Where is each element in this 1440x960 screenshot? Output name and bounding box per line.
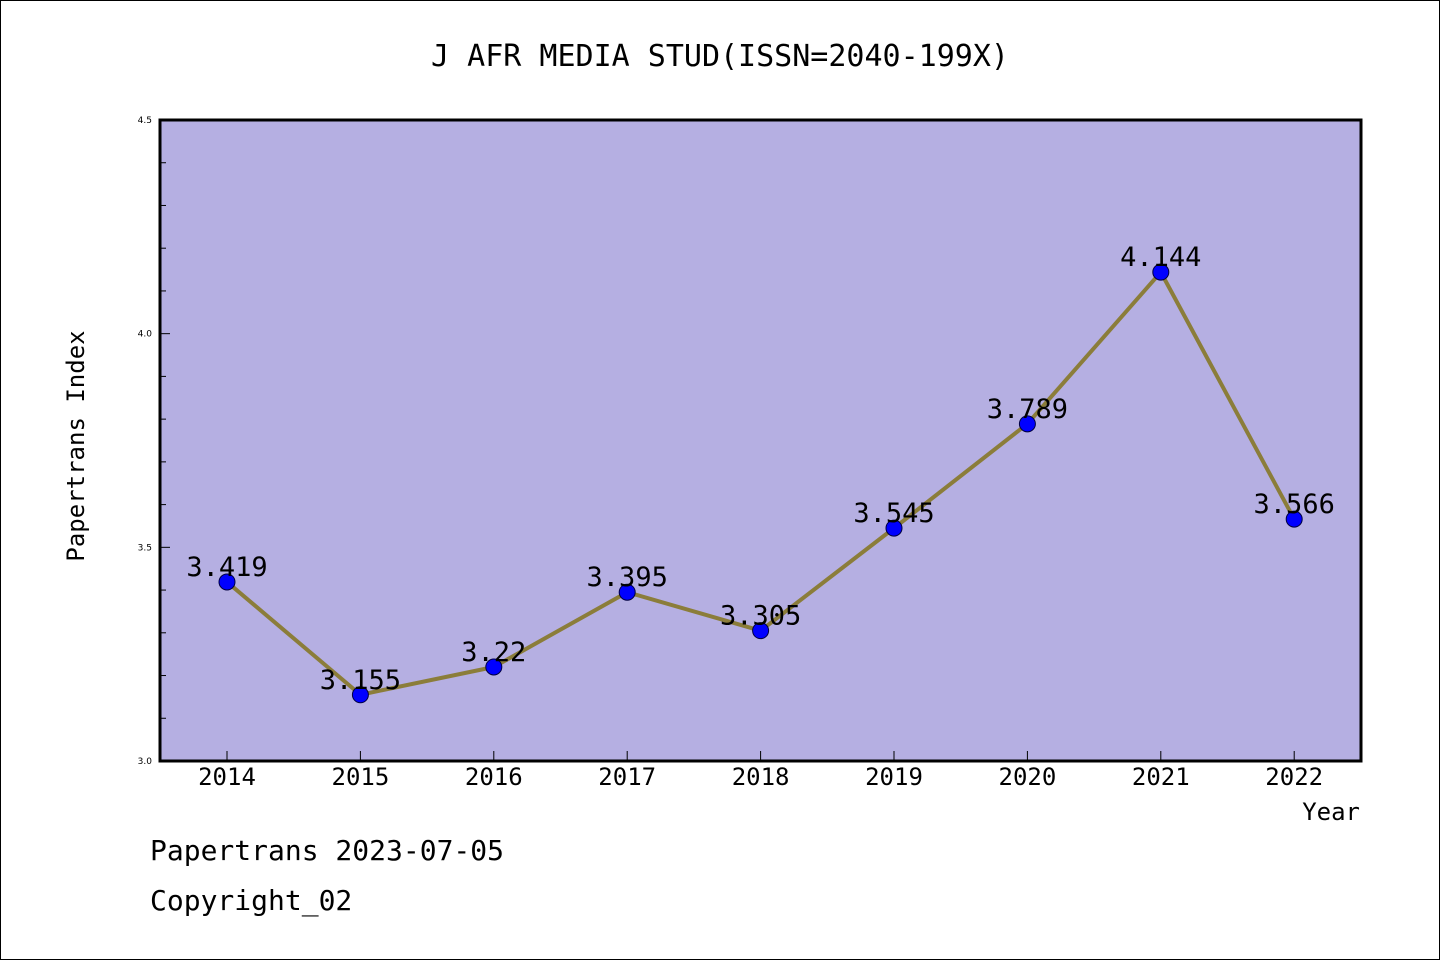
- data-label: 3.419: [186, 552, 267, 583]
- data-point-marker: [885, 519, 903, 537]
- data-label-group: 3.419 3.155 3.22 3.395 3.305 3.545 3.789 4.144 3…: [186, 242, 1334, 696]
- data-label: 3.155: [320, 665, 401, 696]
- y-tick-label: 4.0: [138, 330, 153, 340]
- x-tick-label: 2017: [598, 763, 656, 791]
- data-point-marker: [351, 686, 369, 704]
- x-axis-label: Year: [1302, 798, 1360, 826]
- plot-area: [158, 118, 1363, 763]
- x-tick-label: 2020: [999, 763, 1057, 791]
- x-tick-label: 2019: [865, 763, 923, 791]
- x-tick-label: 2016: [465, 763, 523, 791]
- data-label: 3.305: [720, 601, 801, 632]
- x-tick-label: 2015: [332, 763, 390, 791]
- y-tick-label: 3.0: [138, 757, 153, 767]
- data-point-marker: [618, 583, 636, 601]
- y-axis: 3.0 3.5 4.0 4.5: [138, 116, 170, 767]
- y-tick-label: 3.5: [138, 543, 152, 553]
- footer-copyright: Copyright_02: [150, 884, 353, 917]
- y-tick-label: 4.5: [138, 116, 152, 126]
- x-tick-label: 2018: [732, 763, 790, 791]
- data-point-marker: [1285, 510, 1303, 528]
- data-label: 4.144: [1120, 242, 1201, 273]
- data-point-marker: [1018, 415, 1036, 433]
- x-axis: 2014 2015 2016 2017 2018 2019 2020 2021 2022: [198, 751, 1323, 791]
- data-point-marker: [752, 622, 770, 640]
- y-axis-label: Papertrans Index: [62, 330, 90, 561]
- data-point-marker: [485, 658, 503, 676]
- data-point-marker: [1152, 263, 1170, 281]
- data-label: 3.789: [987, 394, 1068, 425]
- series-line-group: [218, 263, 1303, 704]
- x-tick-label: 2021: [1132, 763, 1190, 791]
- chart-title: J AFR MEDIA STUD(ISSN=2040-199X): [431, 39, 1009, 74]
- x-tick-label: 2014: [198, 763, 256, 791]
- data-label: 3.566: [1254, 489, 1335, 520]
- data-label: 3.395: [587, 562, 668, 593]
- footer-date: Papertrans 2023-07-05: [150, 834, 505, 867]
- data-label: 3.545: [853, 498, 934, 529]
- x-tick-label: 2022: [1265, 763, 1323, 791]
- data-point-marker: [218, 573, 236, 591]
- data-label: 3.22: [461, 637, 526, 668]
